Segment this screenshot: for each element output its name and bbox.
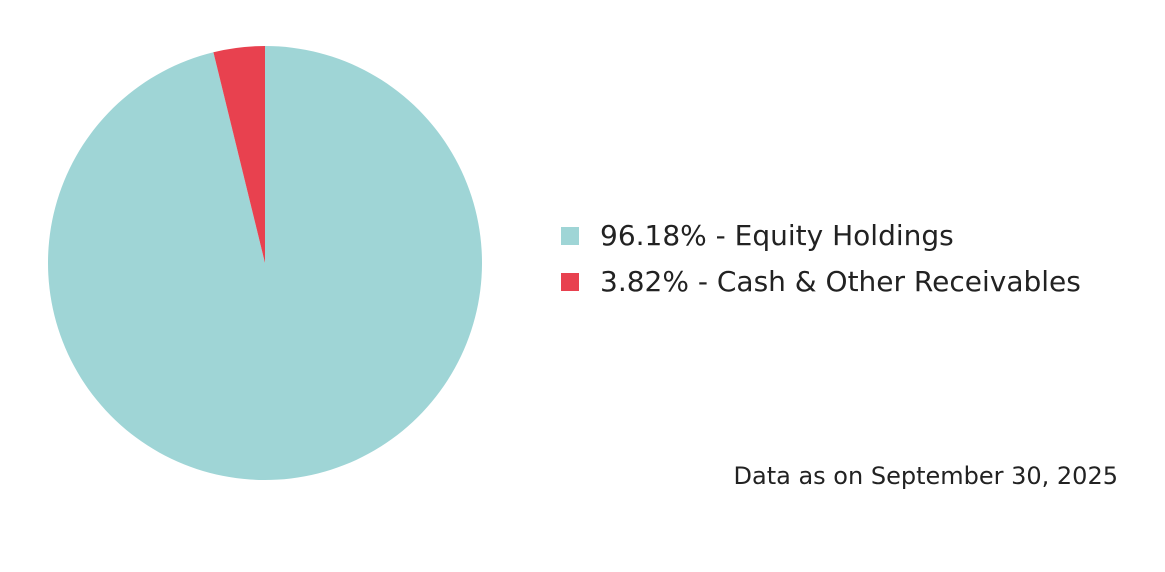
legend-label: 3.82% - Cash & Other Receivables: [600, 265, 1081, 298]
legend-swatch: [561, 273, 579, 291]
legend-swatch: [561, 227, 579, 245]
pie-slice: [213, 46, 265, 263]
legend-label: 96.18% - Equity Holdings: [600, 219, 954, 252]
chart-note: Data as on September 30, 2025: [734, 462, 1118, 490]
